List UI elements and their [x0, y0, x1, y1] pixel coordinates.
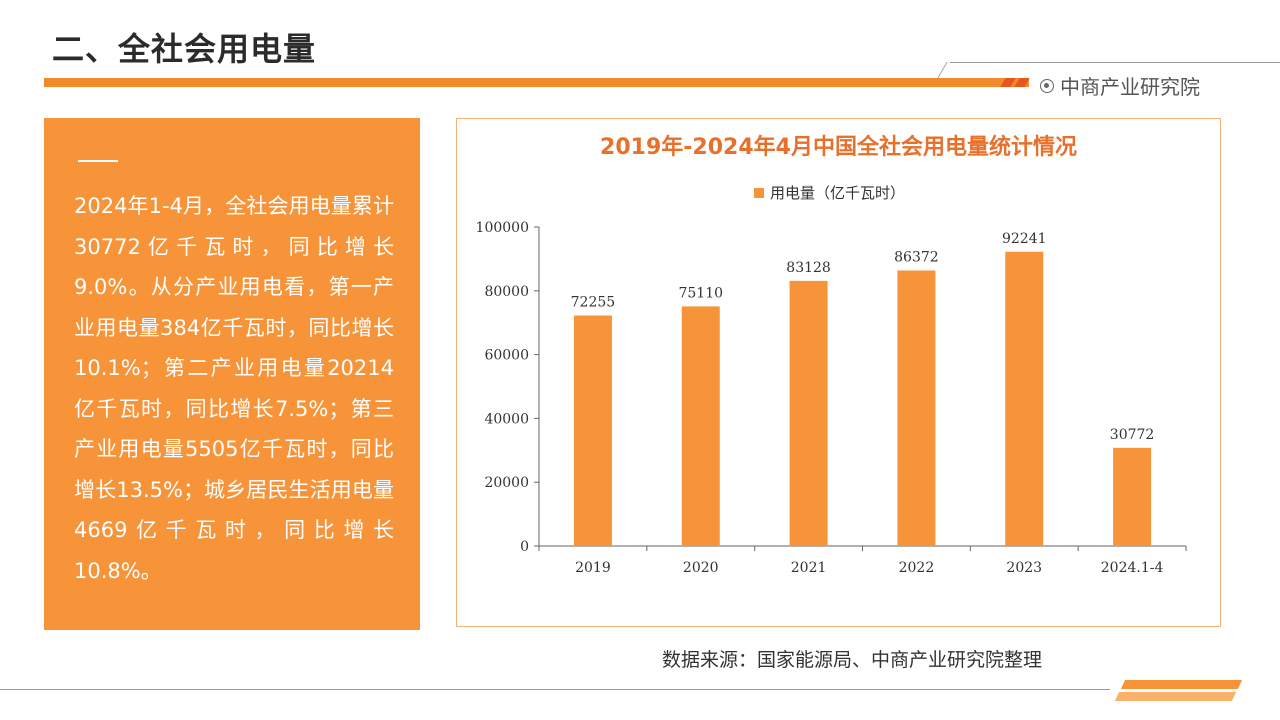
legend-swatch [754, 187, 764, 198]
data-label: 30772 [1110, 427, 1155, 443]
bar [573, 315, 612, 546]
bar [681, 306, 720, 546]
data-source: 数据来源：国家能源局、中商产业研究院整理 [662, 649, 1043, 671]
data-label: 92241 [1002, 231, 1047, 247]
x-tick-label: 2023 [1006, 560, 1042, 576]
header-stripes [1000, 78, 1030, 87]
bar-chart: 0 20000 40000 60000 80000 100000 72255 2019 7511… [476, 220, 1187, 576]
legend-label: 用电量（亿千瓦时） [770, 184, 906, 202]
page-title: 二、全社会用电量 [52, 30, 317, 68]
y-tick-label: 60000 [484, 348, 529, 364]
panel-divider [78, 160, 118, 162]
brand-name: 中商产业研究院 [1060, 75, 1200, 99]
footer-stripes [1114, 680, 1243, 704]
target-icon [1040, 78, 1054, 93]
y-tick-label: 20000 [484, 475, 529, 491]
x-tick-label: 2020 [683, 560, 719, 576]
bar [897, 270, 936, 546]
y-tick-label: 100000 [476, 220, 529, 236]
summary-text: 2024年1-4月，全社会用电量累计30772亿千瓦时，同比增长9.0%。从分产… [74, 194, 394, 583]
brand: 中商产业研究院 [1040, 71, 1200, 100]
header-diagonal [937, 62, 948, 78]
data-label: 83128 [786, 260, 831, 276]
chart-legend: 用电量（亿千瓦时） [754, 182, 905, 203]
x-tick-label: 2021 [791, 560, 827, 576]
y-tick-label: 0 [520, 539, 529, 555]
y-tick-label: 40000 [484, 411, 529, 427]
x-tick-label: 2024.1-4 [1101, 560, 1164, 576]
header-line [950, 62, 1280, 63]
data-label: 86372 [894, 249, 939, 265]
chart-title: 2019年-2024年4月中国全社会用电量统计情况 [600, 135, 1077, 160]
y-tick-label: 80000 [484, 284, 529, 300]
chart-container: 2019年-2024年4月中国全社会用电量统计情况 用电量（亿千瓦时） 0 200… [456, 118, 1221, 627]
x-tick-label: 2022 [899, 560, 935, 576]
bar [1113, 447, 1152, 546]
footer-line [0, 689, 1110, 690]
data-label: 75110 [678, 285, 723, 301]
data-label: 72255 [571, 295, 616, 311]
summary-panel: 2024年1-4月，全社会用电量累计30772亿千瓦时，同比增长9.0%。从分产… [44, 118, 420, 630]
bar [1005, 251, 1044, 546]
x-tick-label: 2019 [575, 560, 611, 576]
title-underline [44, 78, 1029, 87]
bar [789, 280, 828, 546]
